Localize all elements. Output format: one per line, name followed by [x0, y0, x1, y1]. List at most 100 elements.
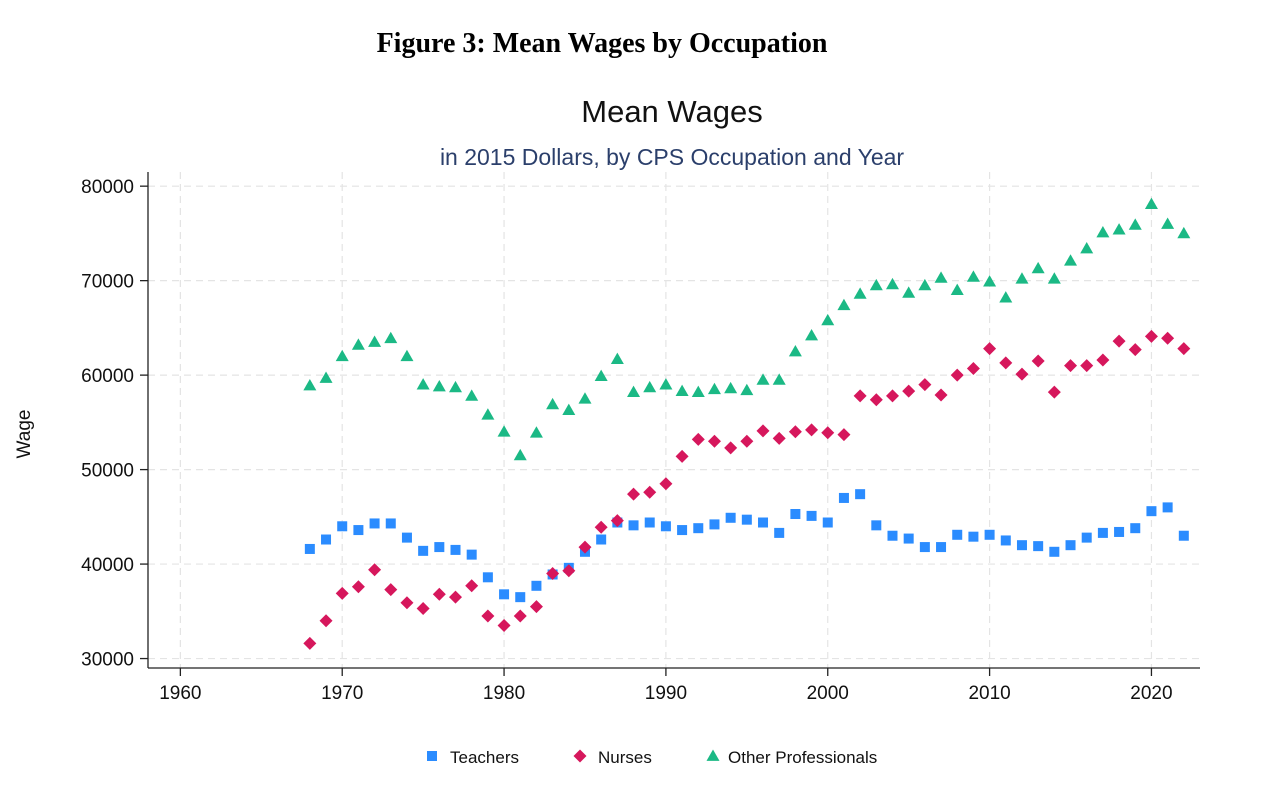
x-tick-label: 2000 [807, 683, 849, 704]
data-point [499, 589, 510, 600]
x-tick-label: 2010 [968, 683, 1010, 704]
data-point [1047, 272, 1061, 284]
data-point [1096, 225, 1110, 238]
data-point [853, 389, 867, 403]
data-point [384, 583, 398, 597]
data-point [303, 379, 317, 391]
data-point [853, 287, 867, 299]
data-point [513, 609, 527, 623]
legend-item-other-professionals: Other Professionals [706, 748, 877, 767]
data-point [677, 525, 688, 536]
data-point [1096, 353, 1110, 367]
data-point [416, 378, 430, 390]
data-point [1080, 242, 1094, 254]
data-point [740, 434, 754, 448]
data-point [384, 331, 398, 344]
data-point [1162, 502, 1173, 513]
data-point [1161, 331, 1175, 345]
data-point [999, 356, 1013, 370]
data-point [1112, 223, 1126, 235]
data-point [465, 579, 479, 593]
data-point [400, 349, 414, 362]
data-point [497, 618, 511, 632]
data-point [724, 381, 738, 394]
data-point [709, 519, 720, 530]
data-point [627, 385, 641, 398]
data-point [321, 534, 332, 545]
data-point [871, 520, 882, 531]
data-point [966, 270, 980, 282]
data-point [838, 492, 849, 503]
data-point [936, 542, 947, 553]
data-point [999, 291, 1013, 303]
data-point [806, 510, 817, 521]
data-point [337, 521, 348, 532]
legend-label: Nurses [598, 748, 652, 767]
axes: 30000 40000 50000 60000 70000 80000 1960 1970 19… [81, 172, 1200, 704]
y-tick-label: 80000 [81, 177, 134, 198]
data-point [1049, 546, 1060, 557]
data-point [319, 371, 333, 383]
data-point [1144, 197, 1158, 209]
y-tick-label: 50000 [81, 461, 134, 482]
data-point [1064, 254, 1078, 266]
data-point [902, 384, 916, 398]
data-point [790, 509, 801, 520]
data-point [805, 423, 819, 437]
data-point [546, 567, 560, 581]
data-point [902, 286, 916, 298]
data-point [1016, 540, 1027, 551]
y-tick-label: 70000 [81, 272, 134, 293]
x-tick-label: 2020 [1130, 683, 1172, 704]
legend-label: Teachers [450, 748, 519, 767]
data-point [659, 378, 673, 390]
data-point [515, 592, 526, 603]
y-tick-label: 30000 [81, 650, 134, 671]
data-point [756, 424, 770, 438]
data-point [887, 530, 898, 541]
data-point [1177, 342, 1191, 356]
data-point [707, 434, 721, 448]
data-point [1065, 540, 1076, 551]
data-point [660, 521, 671, 532]
data-point [369, 518, 380, 529]
data-point [885, 277, 899, 290]
figure-caption: Figure 3: Mean Wages by Occupation [376, 28, 828, 59]
data-point [869, 278, 883, 291]
data-point [707, 382, 721, 395]
y-axis-label: Wage [14, 410, 35, 459]
data-point [529, 600, 543, 614]
chart-title: Mean Wages [581, 94, 763, 129]
data-point [741, 514, 752, 525]
data-point [903, 533, 914, 544]
y-tick-label: 40000 [81, 555, 134, 576]
data-point [918, 378, 932, 392]
data-point [1031, 354, 1045, 368]
data-point [756, 373, 770, 385]
data-point [950, 368, 964, 382]
series-teachers [304, 489, 1189, 603]
data-point [368, 563, 382, 577]
data-point [1128, 343, 1142, 357]
data-point [1097, 527, 1108, 538]
data-point [821, 426, 835, 440]
data-point [385, 518, 396, 529]
data-point [1114, 526, 1125, 537]
data-point [351, 580, 365, 594]
chart-subtitle: in 2015 Dollars, by CPS Occupation and Y… [440, 144, 904, 170]
data-point [1128, 218, 1142, 230]
data-point [578, 392, 592, 404]
data-point [418, 545, 429, 556]
data-point [319, 614, 333, 628]
data-point [546, 397, 560, 410]
data-point [482, 572, 493, 583]
legend-label: Other Professionals [728, 748, 877, 767]
legend: Teachers Nurses Other Professionals [427, 748, 877, 767]
data-point [691, 432, 705, 446]
data-point [628, 520, 639, 531]
data-point [335, 586, 349, 600]
data-point [497, 425, 511, 437]
data-point [401, 532, 412, 543]
legend-item-teachers: Teachers [427, 748, 519, 767]
